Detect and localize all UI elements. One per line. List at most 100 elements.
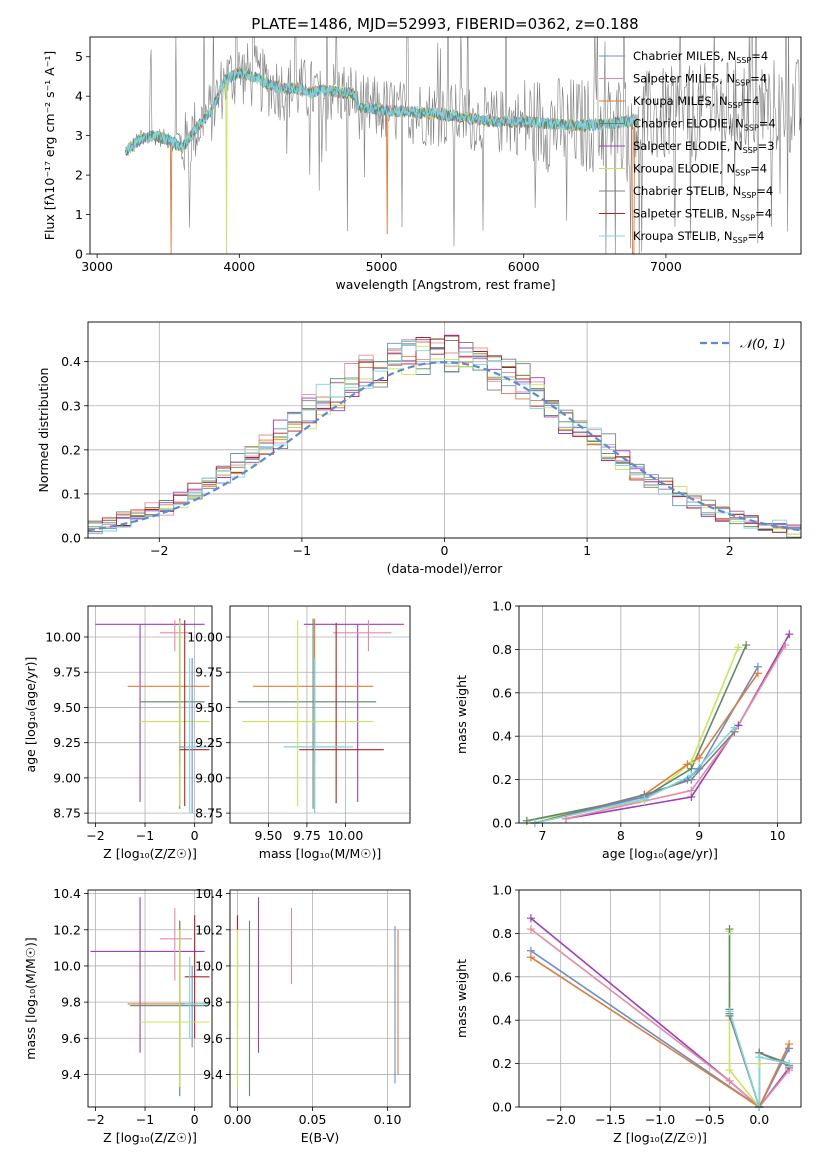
legend-label: Salpeter STELIB, NSSP=4 — [633, 207, 772, 223]
legend-label: Chabrier ELODIE, NSSP=4 — [633, 117, 776, 133]
mass-weight-line — [565, 633, 790, 820]
y-tick-label: 9.4 — [61, 1067, 81, 1082]
y-tick-label: 9.6 — [203, 1031, 223, 1046]
axes-frame — [87, 321, 802, 539]
plot-area — [90, 897, 210, 1097]
y-tick-label: 0.4 — [492, 1013, 512, 1028]
plot-area — [125, 37, 801, 254]
y-tick-label: 1 — [75, 207, 83, 222]
y-tick-label: 9.50 — [195, 700, 223, 715]
legend-subscript: SSP — [743, 146, 758, 155]
x-tick-label: 9.50 — [255, 828, 283, 843]
x-tick-label: 10.00 — [327, 828, 363, 843]
x-tick-label: −1 — [293, 543, 311, 558]
axes-frame — [229, 889, 411, 1108]
mass-weight-line — [565, 644, 786, 820]
panel-mass-vs-EBV: 0.00 0.05 0.10 9.4 9.6 9.8 10.0 10.2 10.4 E(B-V) — [195, 886, 411, 1145]
y-tick-label: 9.25 — [195, 735, 223, 750]
mass-weight-marker — [755, 1053, 764, 1062]
x-tick-label: 0.05 — [299, 1112, 327, 1127]
y-tick-label: 0.8 — [492, 642, 512, 657]
x-tick-label: −1 — [136, 828, 154, 843]
x-tick-label: 0.00 — [224, 1112, 252, 1127]
y-tick-label: 9.75 — [53, 665, 81, 680]
model-spectrum-line — [125, 66, 638, 254]
legend-label: Chabrier MILES, NSSP=4 — [633, 49, 768, 65]
y-tick-label: 10.4 — [195, 886, 223, 901]
mass-weight-marker — [725, 1066, 734, 1075]
legend-subscript: SSP — [741, 191, 756, 200]
y-tick-label: 10.4 — [53, 886, 81, 901]
axes-frame — [87, 605, 213, 824]
mass-weight-marker — [730, 723, 739, 732]
mass-weight-marker — [687, 771, 696, 780]
y-tick-label: 9.00 — [53, 770, 81, 785]
x-tick-label: 5000 — [366, 259, 398, 274]
plot-area — [236, 897, 399, 1097]
legend-count: =4 — [756, 184, 773, 198]
y-tick-label: 2 — [75, 168, 83, 183]
figure-title: PLATE=1486, MJD=52993, FIBERID=0362, z=0… — [251, 15, 638, 33]
mass-weight-marker — [785, 1059, 794, 1068]
mass-weight-line — [530, 950, 790, 1107]
mass-weight-line — [728, 931, 761, 1107]
x-tick-label: 1 — [583, 543, 591, 558]
y-axis-label: age [log₁₀(age/yr)] — [23, 657, 38, 773]
mass-weight-marker — [785, 630, 794, 639]
x-tick-label: 2 — [726, 543, 734, 558]
axes-frame — [87, 889, 213, 1108]
legend-count: =4 — [751, 49, 768, 63]
y-tick-label: 0.2 — [61, 442, 81, 457]
mass-weight-line — [728, 1011, 790, 1107]
y-tick-label: 8.75 — [53, 806, 81, 821]
x-tick-label: −1.5 — [595, 1112, 625, 1127]
y-tick-label: 9.75 — [195, 665, 223, 680]
plot-area — [237, 618, 404, 814]
legend-count: =3 — [758, 139, 775, 153]
y-axis-label: Flux [fλ10⁻¹⁷ erg cm⁻² s⁻¹ A⁻¹] — [42, 51, 57, 240]
y-tick-label: 10.00 — [45, 630, 81, 645]
legend-subscript: SSP — [733, 236, 748, 245]
y-tick-label: 0.2 — [492, 1056, 512, 1071]
y-tick-label: 0.3 — [61, 398, 81, 413]
panel-mass-weight-vs-Z: −2.0 −1.5 −1.0 −0.5 0.0 0.0 0.2 0.4 0.6 0.8 1.0 Z [… — [454, 883, 802, 1145]
y-axis-label: mass [log₁₀(M/M☉)] — [23, 937, 38, 1059]
mass-weight-line — [526, 644, 747, 822]
y-tick-label: 0.2 — [492, 772, 512, 787]
x-axis-label: wavelength [Angstrom, rest frame] — [335, 277, 555, 292]
legend-count: =4 — [750, 162, 767, 176]
mass-weight-marker — [640, 795, 649, 804]
x-tick-label: 7 — [539, 828, 547, 843]
x-axis-label: Z [log₁₀(Z/Z☉)] — [613, 1130, 707, 1145]
legend: Chabrier MILES, NSSP=4 Salpeter MILES, NS… — [599, 49, 776, 245]
y-tick-label: 10.2 — [195, 922, 223, 937]
axes-frame — [518, 889, 802, 1108]
x-tick-label: 7000 — [650, 259, 682, 274]
x-tick-label: 0 — [441, 543, 449, 558]
legend-subscript: SSP — [728, 101, 743, 110]
y-tick-label: 9.50 — [53, 700, 81, 715]
legend-label: Kroupa ELODIE, NSSP=4 — [633, 162, 767, 178]
residual-histogram — [88, 340, 801, 532]
x-tick-label: 3000 — [81, 259, 113, 274]
mass-weight-marker — [785, 1040, 794, 1049]
y-tick-label: 0.8 — [492, 926, 512, 941]
plot-area — [95, 618, 210, 814]
legend-label: 𝒩(0, 1) — [740, 336, 786, 351]
legend-label: Kroupa STELIB, NSSP=4 — [633, 229, 764, 245]
y-tick-label: 0.0 — [492, 816, 512, 831]
y-tick-label: 4 — [75, 89, 83, 104]
x-tick-label: 6000 — [508, 259, 540, 274]
legend-label: Salpeter ELODIE, NSSP=3 — [633, 139, 775, 155]
axes-frame — [89, 36, 802, 255]
x-tick-label: 0 — [191, 828, 199, 843]
y-tick-label: 8.75 — [195, 806, 223, 821]
plot-area — [88, 334, 801, 538]
mass-weight-marker — [687, 786, 696, 795]
panel-residuals: −2 −1 0 1 2 0.0 0.1 0.2 0.3 0.4 (data-model)/error… — [36, 321, 802, 576]
y-tick-label: 0 — [75, 247, 83, 262]
panel-mass-weight-vs-age: 7 8 9 10 0.0 0.2 0.4 0.6 0.8 1.0 age [log₁₀(age/yr… — [454, 599, 802, 861]
legend-subscript: SSP — [740, 214, 755, 223]
x-tick-label: 9 — [695, 828, 703, 843]
